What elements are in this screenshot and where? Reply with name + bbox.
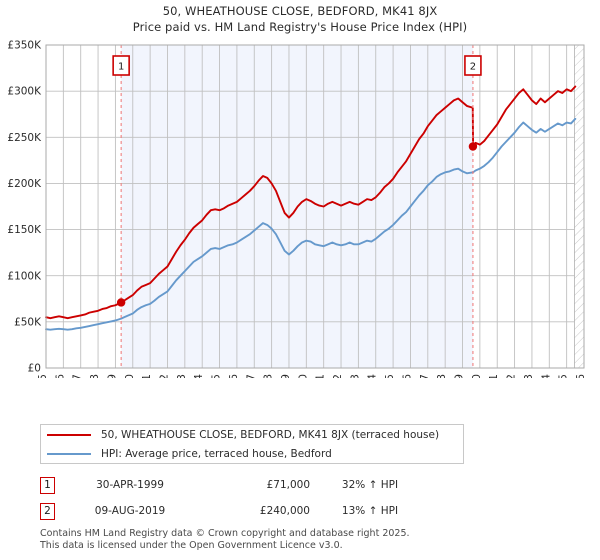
svg-text:2016: 2016 — [401, 374, 413, 378]
transaction-price: £71,000 — [266, 479, 310, 491]
svg-text:£50K: £50K — [14, 316, 42, 328]
svg-text:£300K: £300K — [7, 86, 42, 98]
svg-text:2014: 2014 — [367, 374, 379, 378]
sale-point-markers — [116, 142, 478, 307]
svg-text:2: 2 — [470, 62, 476, 73]
svg-text:£0: £0 — [28, 363, 41, 375]
table-row: 1 30-APR-1999 £71,000 32% ↑ HPI — [40, 472, 470, 498]
svg-text:1: 1 — [118, 62, 124, 73]
svg-text:2025: 2025 — [558, 374, 570, 378]
svg-text:2019: 2019 — [454, 374, 466, 378]
svg-text:1996: 1996 — [54, 374, 66, 378]
legend-label-property: 50, WHEATHOUSE CLOSE, BEDFORD, MK41 8JX … — [101, 428, 440, 441]
chart-svg: £0 £50K £100K £150K £200K £250K £300K £350K 199… — [7, 40, 587, 378]
page-title: 50, WHEATHOUSE CLOSE, BEDFORD, MK41 8JX — [162, 4, 438, 18]
svg-text:2026: 2026 — [575, 374, 587, 378]
svg-text:2017: 2017 — [419, 374, 431, 378]
transactions-table: 1 30-APR-1999 £71,000 32% ↑ HPI 2 09-AUG… — [40, 472, 470, 524]
svg-text:2024: 2024 — [540, 374, 552, 378]
svg-text:2008: 2008 — [263, 374, 275, 378]
transaction-index-badge: 1 — [40, 476, 55, 494]
svg-text:2003: 2003 — [176, 374, 188, 378]
svg-text:1999: 1999 — [106, 374, 118, 378]
svg-text:2012: 2012 — [332, 374, 344, 378]
chart-legend: 50, WHEATHOUSE CLOSE, BEDFORD, MK41 8JX … — [40, 424, 464, 464]
svg-text:2013: 2013 — [349, 374, 361, 378]
svg-text:£100K: £100K — [7, 270, 42, 282]
forecast-hatch-region — [574, 44, 585, 369]
footer-attribution: Contains HM Land Registry data © Crown c… — [40, 528, 580, 551]
svg-text:1997: 1997 — [72, 374, 84, 378]
svg-text:£200K: £200K — [7, 178, 42, 190]
svg-text:2009: 2009 — [280, 374, 292, 378]
svg-text:2000: 2000 — [124, 374, 136, 378]
x-axis-labels: 1995 1996 1997 1998 1999 2000 2001 2002 2003 2004… — [37, 374, 587, 378]
footer-line-copyright: Contains HM Land Registry data © Crown c… — [40, 528, 410, 539]
svg-text:2021: 2021 — [488, 374, 500, 378]
svg-text:2004: 2004 — [193, 374, 205, 378]
svg-text:£150K: £150K — [7, 224, 42, 236]
table-row: 2 09-AUG-2019 £240,000 13% ↑ HPI — [40, 498, 470, 524]
plot-frame — [45, 44, 585, 369]
svg-text:1998: 1998 — [89, 374, 101, 378]
page-subtitle: Price paid vs. HM Land Registry's House … — [132, 20, 468, 34]
series-lines — [45, 85, 577, 331]
svg-text:£350K: £350K — [7, 40, 42, 52]
svg-text:2002: 2002 — [158, 374, 170, 378]
legend-item-property: 50, WHEATHOUSE CLOSE, BEDFORD, MK41 8JX … — [41, 425, 463, 444]
transaction-date: 30-APR-1999 — [96, 479, 164, 491]
svg-text:1995: 1995 — [37, 374, 49, 378]
svg-text:2022: 2022 — [506, 374, 518, 378]
footer-line-licence: This data is licensed under the Open Gov… — [40, 539, 343, 551]
svg-text:2015: 2015 — [384, 374, 396, 378]
y-axis-labels: £0 £50K £100K £150K £200K £250K £300K £350K — [7, 40, 42, 375]
svg-text:2001: 2001 — [141, 374, 153, 378]
chart-area: £0 £50K £100K £150K £200K £250K £300K £350K 199… — [0, 38, 600, 378]
svg-text:£250K: £250K — [7, 132, 42, 144]
legend-swatch-hpi — [47, 452, 91, 455]
svg-text:2020: 2020 — [471, 374, 483, 378]
svg-text:2011: 2011 — [315, 374, 327, 378]
svg-text:2007: 2007 — [245, 374, 257, 378]
svg-text:2018: 2018 — [436, 374, 448, 378]
transaction-index-badge: 2 — [40, 502, 55, 520]
legend-label-hpi: HPI: Average price, terraced house, Bedf… — [101, 447, 332, 460]
legend-swatch-property — [47, 433, 91, 436]
legend-item-hpi: HPI: Average price, terraced house, Bedf… — [41, 444, 463, 463]
svg-text:2023: 2023 — [523, 374, 535, 378]
transaction-hpi-delta: 32% ↑ HPI — [341, 479, 399, 491]
svg-text:2010: 2010 — [297, 374, 309, 378]
transaction-price: £240,000 — [259, 505, 310, 517]
transaction-date: 09-AUG-2019 — [94, 505, 166, 517]
svg-text:2006: 2006 — [228, 374, 240, 378]
transaction-hpi-delta: 13% ↑ HPI — [341, 505, 399, 517]
chart-title-block: 50, WHEATHOUSE CLOSE, BEDFORD, MK41 8JX … — [0, 3, 600, 35]
svg-text:2005: 2005 — [211, 374, 223, 378]
